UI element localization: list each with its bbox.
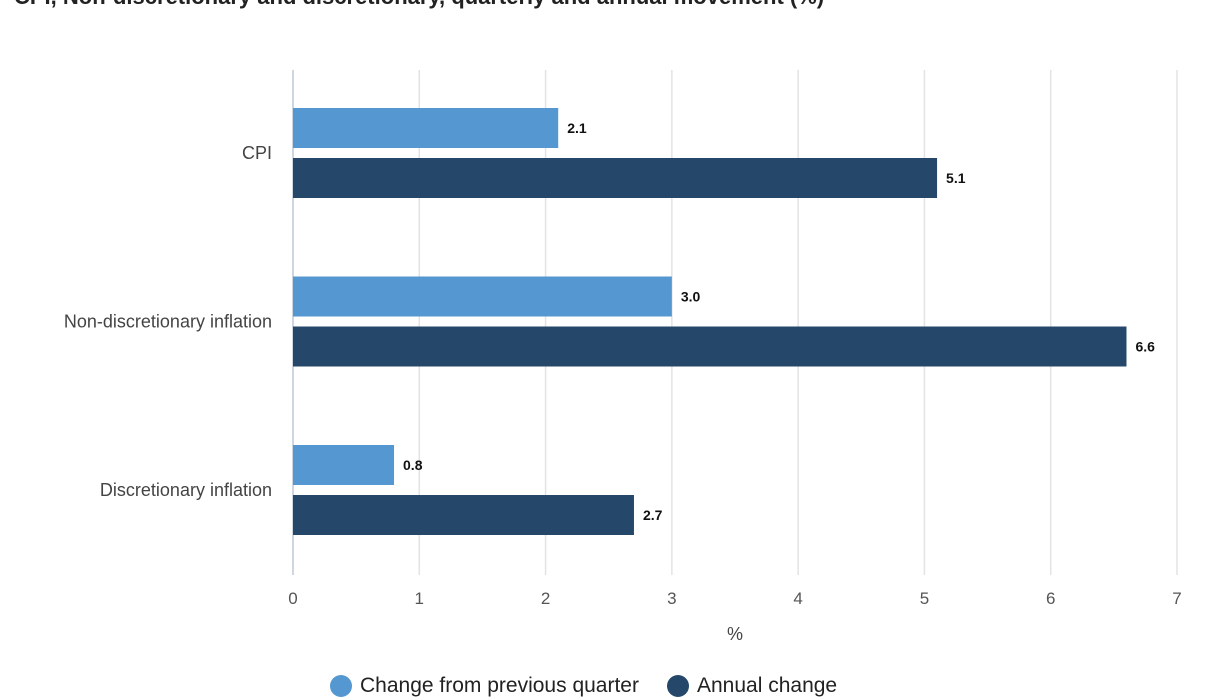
bar[interactable] <box>293 445 395 485</box>
x-tick-label: 1 <box>415 589 424 608</box>
bars: 2.1 5.1 3.0 6.6 0.8 2.7 <box>293 108 1155 535</box>
gridlines <box>292 70 1178 575</box>
chart-title: CPI, Non-discretionary and discretionary… <box>14 0 824 10</box>
data-label: 2.1 <box>567 120 587 136</box>
legend-swatch-annual <box>666 675 689 697</box>
legend-label-annual: Annual change <box>696 674 838 697</box>
data-label: 5.1 <box>946 170 966 186</box>
bar[interactable] <box>293 326 1127 367</box>
legend-item-quarter[interactable]: Change from previous quarter <box>330 674 639 698</box>
x-axis-label: % <box>727 624 743 644</box>
x-tick-label: 5 <box>920 589 929 608</box>
bar[interactable] <box>293 108 559 148</box>
data-label: 3.0 <box>681 289 701 305</box>
x-tick-label: 2 <box>541 589 550 608</box>
bar[interactable] <box>293 495 634 535</box>
x-tick-labels: 0 1 2 3 4 5 6 7 <box>288 589 1181 608</box>
legend-item-annual[interactable]: Annual change <box>666 674 838 698</box>
data-label: 6.6 <box>1135 339 1155 355</box>
x-tick-label: 7 <box>1172 589 1181 608</box>
x-tick-label: 0 <box>288 589 297 608</box>
x-tick-label: 3 <box>667 589 676 608</box>
category-label: CPI <box>242 143 272 163</box>
x-tick-label: 6 <box>1046 589 1055 608</box>
legend: Change from previous quarter Annual chan… <box>330 674 837 698</box>
legend-swatch-quarter <box>330 675 352 697</box>
bar[interactable] <box>293 276 672 317</box>
category-labels: CPI Non-discretionary inflation Discretion… <box>64 143 272 500</box>
category-label: Non-discretionary inflation <box>64 312 272 332</box>
category-label: Discretionary inflation <box>100 480 272 500</box>
x-tick-label: 4 <box>793 589 802 608</box>
legend-label-quarter: Change from previous quarter <box>360 674 639 697</box>
bar[interactable] <box>293 158 938 198</box>
data-label: 0.8 <box>403 457 423 473</box>
data-label: 2.7 <box>643 507 663 523</box>
